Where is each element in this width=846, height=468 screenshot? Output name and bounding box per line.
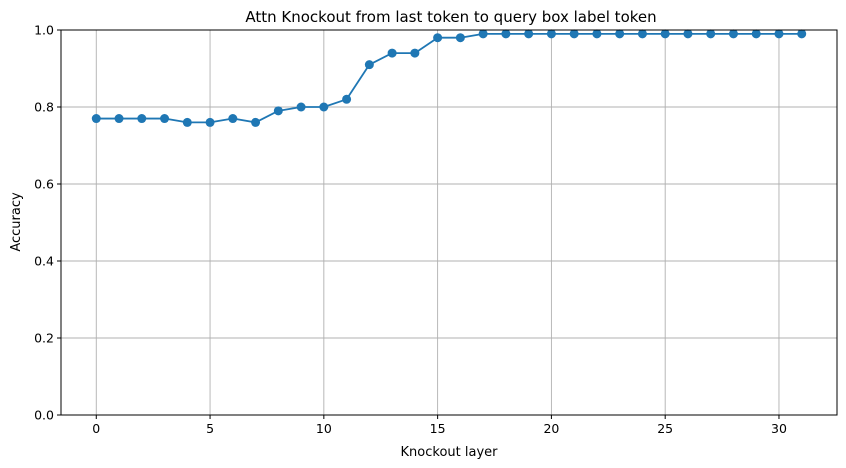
data-point	[364, 60, 374, 70]
x-axis-label: Knockout layer	[401, 445, 499, 460]
y-axis-label: Accuracy	[9, 192, 24, 252]
series-line	[96, 32, 802, 124]
data-point	[114, 114, 124, 124]
data-point	[205, 117, 215, 127]
data-point	[751, 29, 761, 39]
data-point	[273, 106, 283, 116]
data-point	[228, 114, 238, 124]
grid-lines	[61, 29, 837, 416]
data-point	[137, 114, 147, 124]
plot-frame	[60, 29, 838, 416]
x-tick-label: 0	[92, 421, 100, 436]
y-tick-label: 1.0	[34, 23, 54, 38]
data-point	[524, 29, 534, 39]
data-point	[615, 29, 625, 39]
y-tick-label: 0.6	[34, 177, 54, 192]
data-point	[478, 29, 488, 39]
data-point	[433, 33, 443, 43]
data-point	[592, 29, 602, 39]
data-point	[410, 48, 420, 58]
data-point	[387, 48, 397, 58]
data-point	[706, 29, 716, 39]
x-tick-label: 15	[430, 421, 446, 436]
data-point	[637, 29, 647, 39]
y-tick-label: 0.2	[34, 331, 54, 346]
x-tick-label: 25	[657, 421, 673, 436]
x-tick-label: 30	[771, 421, 787, 436]
data-point	[546, 29, 556, 39]
data-point	[728, 29, 738, 39]
axis-ticks: 0 5 10 15 20 25 30 0.0 0.2 0.4 0.6 0.8 1.0	[34, 23, 787, 437]
x-tick-label: 10	[316, 421, 332, 436]
y-tick-label: 0.8	[34, 100, 54, 115]
y-tick-label: 0.0	[34, 408, 54, 423]
data-point	[569, 29, 579, 39]
chart-title: Attn Knockout from last token to query b…	[245, 8, 656, 26]
data-point	[296, 102, 306, 112]
series-layer	[91, 29, 807, 127]
x-tick-label: 20	[543, 421, 559, 436]
data-point	[319, 102, 329, 112]
data-point	[182, 117, 192, 127]
y-tick-label: 0.4	[34, 254, 54, 269]
data-point	[774, 29, 784, 39]
data-point	[455, 33, 465, 43]
x-tick-label: 5	[206, 421, 214, 436]
data-point	[342, 94, 352, 104]
data-point	[660, 29, 670, 39]
data-point	[797, 29, 807, 39]
data-point	[91, 114, 101, 124]
data-point	[160, 114, 170, 124]
data-point	[683, 29, 693, 39]
data-point	[251, 117, 261, 127]
data-point	[501, 29, 511, 39]
